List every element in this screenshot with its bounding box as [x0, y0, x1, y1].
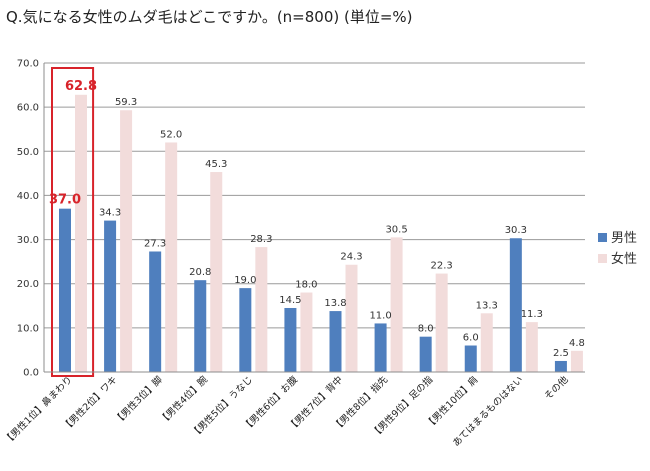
bar-female — [480, 313, 493, 372]
bar-male — [59, 208, 71, 372]
data-label-male: 14.5 — [279, 295, 301, 306]
data-label-male: 30.3 — [505, 225, 527, 236]
legend-swatch-male — [598, 233, 607, 242]
y-tick-label: 60.0 — [17, 103, 39, 114]
y-tick-label: 50.0 — [17, 147, 39, 158]
data-label-female: 24.3 — [340, 252, 362, 263]
data-label-male: 37.0 — [49, 193, 81, 208]
highlight-box — [51, 67, 95, 377]
bar-male — [554, 360, 567, 372]
bar-male — [509, 238, 522, 372]
bar-female — [390, 237, 403, 372]
data-label-female: 30.5 — [385, 224, 407, 235]
y-tick-label: 20.0 — [17, 279, 39, 290]
legend-label-male: 男性 — [611, 231, 637, 246]
data-label-female: 11.3 — [521, 309, 543, 320]
bar-female — [435, 273, 448, 372]
chart-title: Q.気になる女性のムダ毛はどこですか。(n=800) (単位=%) — [6, 8, 413, 26]
y-tick-label: 70.0 — [17, 59, 39, 70]
bar-male — [104, 220, 117, 372]
legend-swatch-female — [598, 254, 607, 263]
legend-label-female: 女性 — [611, 251, 637, 267]
data-label-male: 6.0 — [463, 333, 479, 344]
bar-male — [374, 323, 387, 372]
data-label-female: 45.3 — [205, 159, 227, 170]
bar-female — [255, 247, 268, 372]
bar-male — [194, 280, 207, 372]
data-label-female: 18.0 — [295, 280, 317, 291]
data-label-female: 28.3 — [250, 234, 272, 245]
bar-male — [419, 336, 432, 372]
bar-female — [345, 264, 358, 372]
y-tick-label: 30.0 — [17, 235, 39, 246]
data-label-female: 62.8 — [65, 79, 97, 94]
bar-female — [75, 94, 87, 372]
data-label-male: 19.0 — [234, 275, 256, 286]
data-label-male: 11.0 — [369, 310, 391, 321]
bar-male — [149, 251, 162, 372]
data-label-male: 8.0 — [418, 324, 434, 335]
bar-female — [300, 292, 313, 372]
bar-female — [120, 110, 133, 373]
bar-female — [165, 142, 178, 372]
bar-male — [464, 345, 477, 372]
x-tick-label: 【男性1位】鼻まわり — [1, 374, 74, 447]
data-label-female: 59.3 — [115, 97, 137, 108]
data-label-female: 13.3 — [476, 300, 498, 311]
x-tick-label: その他 — [542, 373, 571, 402]
bar-male — [239, 288, 252, 372]
data-label-male: 27.3 — [144, 238, 166, 249]
data-label-female: 4.8 — [569, 338, 585, 349]
bar-male — [284, 307, 297, 372]
bar-female — [570, 350, 583, 372]
bar-female — [210, 172, 223, 372]
data-label-female: 22.3 — [431, 261, 453, 272]
bar-female — [525, 322, 538, 372]
data-label-male: 13.8 — [324, 298, 346, 309]
y-tick-label: 10.0 — [17, 323, 39, 334]
data-label-male: 2.5 — [553, 348, 569, 359]
data-label-male: 34.3 — [99, 208, 121, 219]
bar-male — [329, 311, 342, 372]
y-tick-label: 0.0 — [23, 368, 39, 379]
y-tick-label: 40.0 — [17, 191, 39, 202]
data-label-male: 20.8 — [189, 267, 211, 278]
data-label-female: 52.0 — [160, 129, 182, 140]
